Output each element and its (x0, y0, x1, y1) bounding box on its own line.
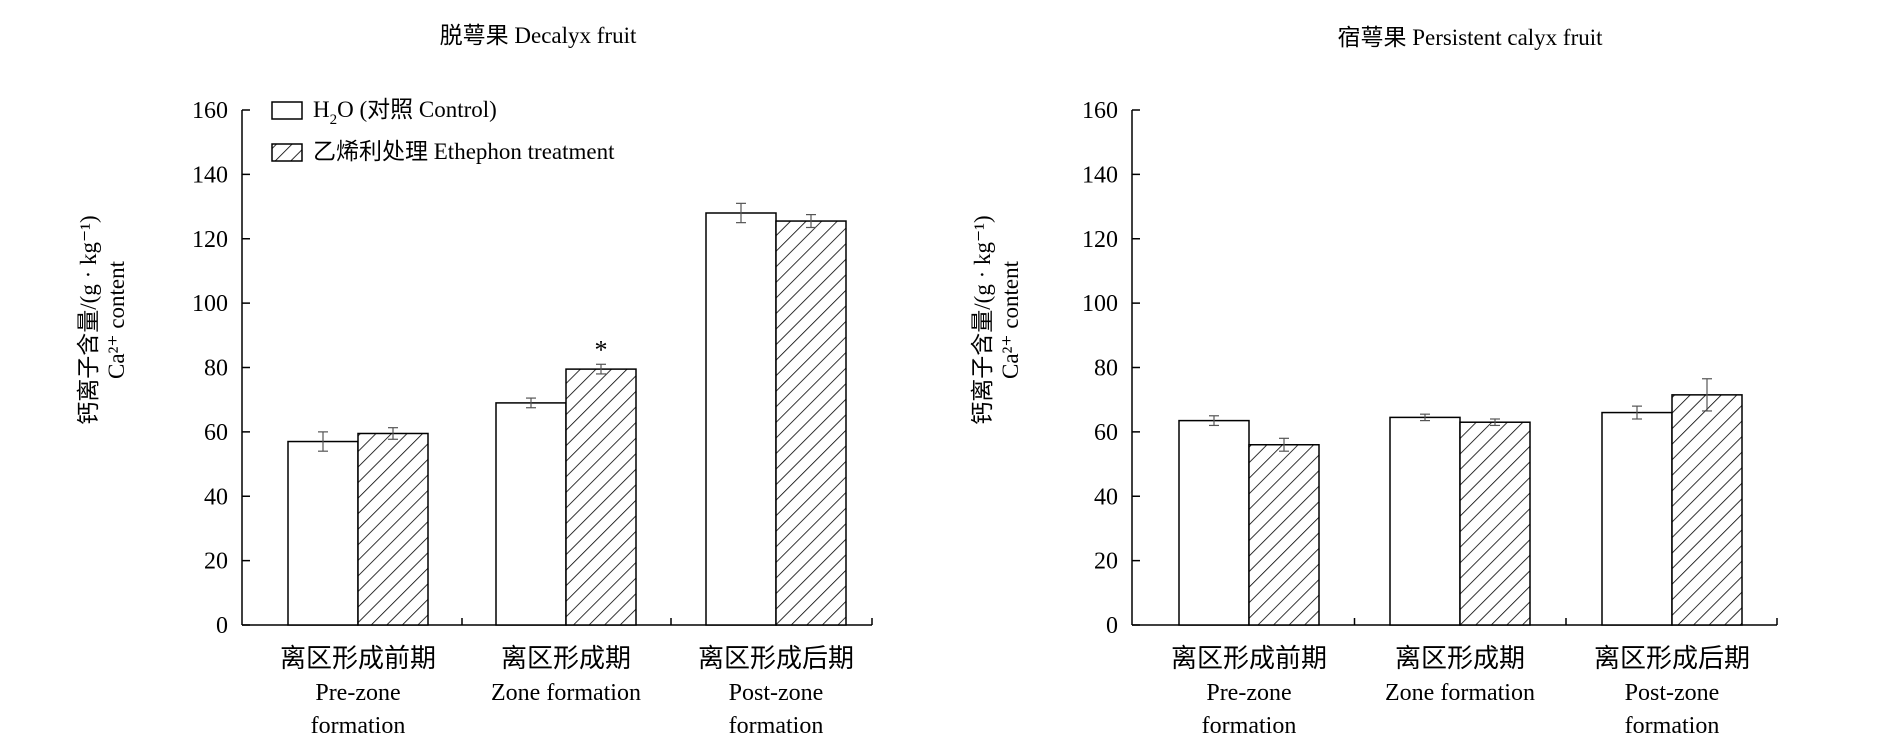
bar-control (1389, 416, 1461, 626)
y-axis-label-en: Ca²⁺ content (998, 260, 1023, 379)
panel-persistent-calyx: 宿萼果 Persistent calyx fruit 钙离子含量/(g · kg… (970, 25, 1778, 739)
legend: H2O (对照 Control) 乙烯利处理 Ethephon treatmen… (271, 97, 615, 164)
y-tick-label: 100 (192, 291, 228, 317)
bar-ethephon (1459, 421, 1531, 626)
category-label: Zone formation (491, 680, 641, 706)
category-label: 离区形成前期 (1171, 644, 1327, 673)
bar-control (1601, 411, 1673, 626)
y-tick-label: 160 (1082, 98, 1118, 124)
category-label: 离区形成前期 (280, 644, 436, 673)
bar-ethephon (1248, 444, 1320, 626)
bar-control (287, 440, 359, 626)
bar-control (495, 402, 567, 626)
y-tick-label: 140 (1082, 162, 1118, 188)
category-label: 离区形成期 (501, 644, 631, 673)
y-axis: 0 20 40 60 80 100 120 140 160 (192, 98, 250, 639)
chart-title: 宿萼果 Persistent calyx fruit (1337, 25, 1603, 50)
bar-ethephon (775, 220, 847, 626)
category-label: Pre-zone (1206, 680, 1291, 706)
bars (1178, 378, 1743, 626)
significance-marker: * (595, 335, 608, 364)
legend-item-control: H2O (对照 Control) (271, 97, 497, 128)
legend-swatch-plain (271, 101, 303, 120)
y-tick-label: 40 (1094, 484, 1118, 510)
chart-title: 脱萼果 Decalyx fruit (440, 23, 637, 48)
legend-label-control: H2O (对照 Control) (313, 97, 497, 128)
category-label: formation (1625, 713, 1720, 739)
category-label: 离区形成后期 (1594, 644, 1750, 673)
category-labels: 离区形成前期 Pre-zone formation 离区形成期 Zone formati… (280, 644, 854, 739)
category-label: formation (311, 713, 406, 739)
panel-decalyx: 脱萼果 Decalyx fruit 钙离子含量/(g · kg⁻¹) Ca²⁺ … (76, 23, 873, 739)
y-tick-label: 120 (1082, 227, 1118, 253)
y-axis-label-cn: 钙离子含量/(g · kg⁻¹) (76, 215, 101, 424)
legend-label-ethephon: 乙烯利处理 Ethephon treatment (313, 139, 615, 164)
y-tick-label: 100 (1082, 291, 1118, 317)
category-labels: 离区形成前期 Pre-zone formation 离区形成期 Zone formati… (1171, 644, 1750, 739)
legend-swatch-hatch (271, 143, 303, 162)
bars (287, 202, 847, 626)
category-label: formation (729, 713, 824, 739)
category-label: 离区形成期 (1395, 644, 1525, 673)
category-label: formation (1202, 713, 1297, 739)
y-tick-label: 40 (204, 484, 228, 510)
annotations: * (595, 335, 608, 364)
category-label: Post-zone (729, 680, 824, 706)
y-tick-label: 140 (192, 162, 228, 188)
y-axis: 0 20 40 60 80 100 120 140 160 (1082, 98, 1140, 639)
y-tick-label: 160 (192, 98, 228, 124)
category-label: 离区形成后期 (698, 644, 854, 673)
y-tick-label: 0 (216, 613, 228, 639)
bar-control (1178, 419, 1250, 626)
y-tick-label: 0 (1106, 613, 1118, 639)
y-tick-label: 20 (1094, 549, 1118, 575)
category-label: Post-zone (1625, 680, 1720, 706)
y-tick-label: 120 (192, 227, 228, 253)
bar-ethephon (357, 432, 429, 626)
bar-ethephon (565, 368, 637, 626)
legend-item-ethephon: 乙烯利处理 Ethephon treatment (271, 139, 615, 164)
y-tick-label: 60 (204, 420, 228, 446)
y-tick-label: 60 (1094, 420, 1118, 446)
category-label: Pre-zone (315, 680, 400, 706)
y-tick-label: 80 (204, 356, 228, 382)
category-label: Zone formation (1385, 680, 1535, 706)
y-axis-label-en: Ca²⁺ content (104, 260, 129, 379)
y-axis-label-cn: 钙离子含量/(g · kg⁻¹) (970, 215, 995, 424)
y-tick-label: 80 (1094, 356, 1118, 382)
bar-control (705, 212, 777, 626)
y-tick-label: 20 (204, 549, 228, 575)
bar-ethephon (1671, 394, 1743, 626)
